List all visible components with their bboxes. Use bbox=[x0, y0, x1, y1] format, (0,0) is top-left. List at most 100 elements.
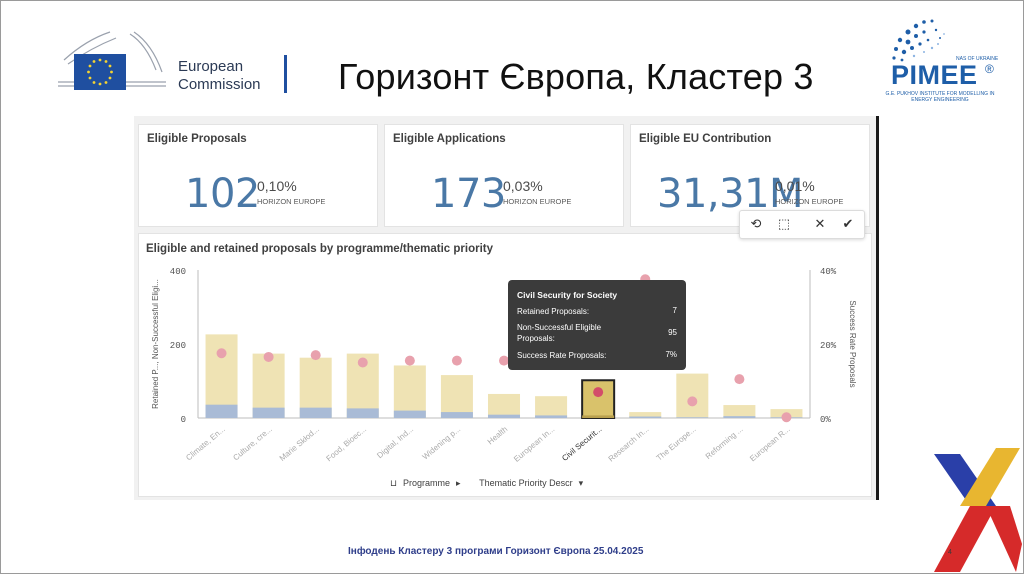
bar-retained bbox=[205, 404, 238, 418]
bar-non-successful bbox=[581, 379, 616, 420]
point-success-rate bbox=[263, 351, 274, 362]
select-area-icon[interactable]: ⬚ bbox=[777, 216, 791, 231]
bar-retained bbox=[346, 408, 379, 418]
pimee-logo bbox=[892, 19, 945, 62]
y-tick-label-left: 400 bbox=[170, 267, 186, 277]
bar-non-successful bbox=[252, 353, 285, 418]
kpi-subtitle: HORIZON EUROPE bbox=[775, 197, 844, 206]
kpi-percent: 0,03% bbox=[503, 178, 543, 194]
kpi-title: Eligible Applications bbox=[393, 133, 506, 145]
point-success-rate bbox=[310, 350, 321, 361]
bar-retained bbox=[487, 414, 521, 418]
tooltip-value: 7 bbox=[672, 306, 677, 315]
chart-title: Eligible and retained proposals by progr… bbox=[146, 243, 493, 255]
tooltip-label: Non-Successful Eligible Proposals: bbox=[517, 323, 602, 343]
bar-non-successful bbox=[487, 393, 521, 418]
point-success-rate bbox=[593, 387, 604, 398]
y-axis-label-left: Retained P..., Non-Successful Eligi... bbox=[151, 279, 160, 409]
x-tick-label: Food, Bioec... bbox=[324, 425, 368, 464]
page-number: 4 bbox=[948, 549, 952, 556]
ec-divider bbox=[284, 55, 287, 93]
x-logo bbox=[934, 448, 1022, 572]
bar-retained bbox=[629, 416, 662, 418]
bar-retained bbox=[440, 412, 473, 418]
y-tick-label-left: 0 bbox=[181, 415, 186, 425]
bar-non-successful bbox=[535, 396, 568, 418]
x-tick-label: The Europe... bbox=[655, 425, 698, 463]
kpi-eligible-proposals[interactable]: Eligible Proposals 102 0,10% HORIZON EUR… bbox=[138, 124, 378, 227]
point-success-rate bbox=[216, 348, 227, 359]
slide-title: Горизонт Європа, Кластер 3 bbox=[338, 56, 814, 97]
kpi-value: 102 bbox=[185, 171, 260, 217]
x-tick-label: Widening p... bbox=[421, 425, 463, 462]
point-success-rate bbox=[451, 355, 462, 366]
dimension-thematic[interactable]: Thematic Priority Descr bbox=[479, 478, 573, 488]
x-tick-label: European In... bbox=[512, 425, 556, 464]
chart-svg[interactable]: 400 200 0 40% 20% 0% Retained P..., Non-Succes… bbox=[138, 258, 870, 488]
pimee-registered: ® bbox=[985, 62, 994, 76]
point-success-rate bbox=[404, 355, 415, 366]
pimee-name: PIMEE bbox=[891, 60, 978, 90]
x-tick-label: Digital, Ind... bbox=[375, 425, 415, 460]
bar-retained bbox=[252, 407, 285, 418]
bar-retained bbox=[393, 410, 426, 418]
x-tick-label: Research In... bbox=[607, 425, 651, 464]
bar-non-successful bbox=[723, 405, 756, 418]
x-tick-label: European R... bbox=[748, 425, 792, 464]
tooltip-title: Civil Security for Society bbox=[517, 290, 618, 300]
kpi-percent: 0,01% bbox=[775, 178, 815, 194]
x-tick-label: Culture, cre... bbox=[231, 425, 274, 463]
ec-logo-text: European Commission bbox=[178, 58, 261, 94]
x-tick-label: Reforming ... bbox=[704, 425, 745, 461]
bar-retained bbox=[299, 407, 332, 418]
bar-retained bbox=[535, 415, 568, 418]
point-success-rate bbox=[781, 412, 792, 423]
kpi-value: 173 bbox=[431, 171, 506, 217]
check-icon[interactable]: ✔ bbox=[842, 216, 854, 231]
drilldown-icon: ⊔ bbox=[390, 478, 398, 488]
y-tick-label-right: 40% bbox=[820, 267, 837, 277]
tooltip-label: Success Rate Proposals: bbox=[517, 351, 607, 360]
kpi-title: Eligible Proposals bbox=[147, 133, 247, 145]
point-success-rate bbox=[357, 357, 368, 368]
x-tick-label: Civil Securit... bbox=[560, 425, 603, 463]
tooltip-value: 95 bbox=[668, 328, 677, 337]
y-tick-label-right: 0% bbox=[820, 415, 831, 425]
ec-text-line2: Commission bbox=[178, 76, 261, 93]
point-success-rate bbox=[499, 355, 509, 366]
chart-tooltip: Civil Security for Society Retained Prop… bbox=[508, 280, 686, 370]
x-tick-label: Climate, En... bbox=[184, 425, 227, 463]
y-tick-label-left: 200 bbox=[170, 341, 186, 351]
dimension-selector: ⊔ Programme ▸ Thematic Priority Descr ▾ bbox=[390, 478, 589, 489]
bar-retained bbox=[582, 415, 615, 418]
dimension-programme[interactable]: Programme bbox=[403, 478, 451, 488]
pimee-top-text: NAS OF UKRAINE bbox=[956, 56, 999, 62]
bar-retained bbox=[723, 416, 756, 418]
close-icon[interactable]: ✕ bbox=[814, 216, 826, 231]
lasso-icon[interactable]: ⟲ bbox=[750, 216, 762, 231]
y-axis-label-right: Success Rate Proposals bbox=[848, 300, 857, 387]
bar-non-successful bbox=[393, 365, 426, 418]
kpi-subtitle: HORIZON EUROPE bbox=[257, 197, 326, 206]
tooltip-label: Retained Proposals: bbox=[517, 307, 590, 316]
kpi-title: Eligible EU Contribution bbox=[639, 133, 772, 145]
bar-non-successful bbox=[676, 373, 709, 418]
bar-retained bbox=[676, 417, 709, 418]
x-tick-label: Health bbox=[486, 425, 509, 447]
chevron-right-icon[interactable]: ▸ bbox=[456, 478, 461, 488]
footer-text: Інфодень Кластеру 3 програми Горизонт Єв… bbox=[348, 546, 644, 557]
chevron-down-icon[interactable]: ▾ bbox=[578, 478, 584, 488]
kpi-subtitle: HORIZON EUROPE bbox=[503, 197, 572, 206]
tooltip-value: 7% bbox=[665, 350, 677, 359]
point-success-rate bbox=[734, 374, 745, 385]
x-tick-label: Marie Skłod... bbox=[278, 425, 321, 463]
dashboard-edge bbox=[876, 116, 879, 500]
kpi-value: 31,31M bbox=[657, 171, 804, 217]
european-commission-logo bbox=[58, 31, 166, 90]
bar-non-successful bbox=[629, 412, 662, 418]
kpi-eligible-applications[interactable]: Eligible Applications 173 0,03% HORIZON … bbox=[384, 124, 624, 227]
point-success-rate bbox=[687, 396, 698, 407]
selection-toolbar: ⟲ ⬚ ✕ ✔ bbox=[739, 210, 865, 239]
kpi-eligible-eu-contribution[interactable]: Eligible EU Contribution 31,31M 0,01% HO… bbox=[630, 124, 870, 227]
kpi-percent: 0,10% bbox=[257, 178, 297, 194]
